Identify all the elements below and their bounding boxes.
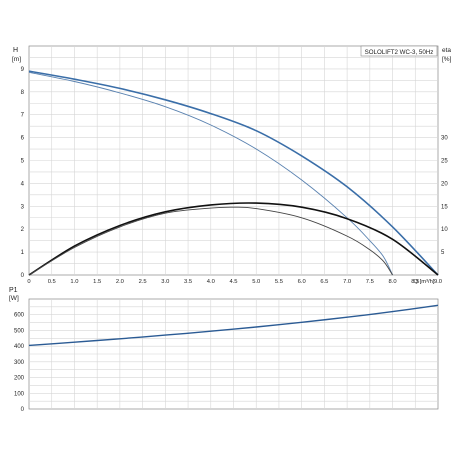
bottom-y-tick-label: 300: [14, 360, 25, 366]
y-right-tick-label: 20: [441, 181, 448, 187]
x-tick-label: 5.5: [275, 279, 283, 285]
y-left-tick-label: 9: [21, 67, 25, 73]
left-axis-unit: [m]: [12, 56, 21, 63]
top-chart-grid: [28, 45, 439, 276]
bottom-y-tick-label: 400: [14, 344, 25, 350]
x-tick-label: 1.0: [70, 279, 78, 285]
x-tick-label: Q [m³/h]: [414, 279, 435, 285]
axis-tick-labels: 0 0.5 1.0 1.5 2.0 2.5 3.0 3.5 4.0 4.5 5.0 5.5 6.0 6.5…: [14, 67, 448, 413]
x-tick-label: 2.0: [116, 279, 124, 285]
x-tick-label: 3.0: [161, 279, 169, 285]
x-tick-label: 7.5: [366, 279, 374, 285]
y-left-tick-label: 6: [21, 136, 25, 142]
x-tick-label: 4.5: [229, 279, 237, 285]
x-tick-label: 2.5: [139, 279, 147, 285]
y-right-tick-label: 25: [441, 159, 448, 165]
x-tick-label: 4.0: [207, 279, 215, 285]
bottom-y-tick-label: 600: [14, 313, 25, 319]
y-left-tick-label: 3: [21, 204, 25, 210]
y-right-tick-label: 30: [441, 136, 448, 142]
top-chart-curves: [28, 70, 439, 276]
bottom-left-axis-unit: [W]: [9, 295, 19, 302]
series-line-2: [28, 202, 439, 276]
x-tick-label: 8.0: [389, 279, 397, 285]
bottom-left-axis-name: P1: [9, 287, 18, 294]
right-axis-name: eta: [442, 47, 451, 54]
x-tick-label: 0: [27, 279, 30, 285]
chart-title: SOLOLIFT2 WC-3, 50Hz: [365, 49, 434, 56]
x-tick-label: 1.5: [93, 279, 101, 285]
right-axis-unit: [%]: [442, 56, 452, 63]
y-left-tick-label: 7: [21, 113, 25, 119]
y-right-tick-label: 5: [441, 250, 445, 256]
left-axis-name: H: [13, 47, 18, 54]
x-tick-label: 6.5: [320, 279, 328, 285]
x-tick-label: 7.0: [343, 279, 351, 285]
bottom-y-tick-label: 500: [14, 328, 25, 334]
bottom-y-tick-label: 0: [21, 407, 25, 413]
x-tick-label: 5.0: [252, 279, 260, 285]
x-tick-label: 0.5: [48, 279, 56, 285]
title-box: SOLOLIFT2 WC-3, 50Hz: [360, 45, 438, 57]
y-left-tick-label: 2: [21, 227, 25, 233]
bottom-y-tick-label: 100: [14, 391, 25, 397]
y-left-tick-label: 5: [21, 159, 25, 165]
x-tick-label: 8.5: [411, 279, 419, 285]
series-line-power-0: [28, 304, 439, 347]
series-line-0: [28, 70, 439, 276]
y-right-tick-label: 15: [441, 204, 448, 210]
bottom-chart-grid: [28, 298, 439, 410]
series-line-1: [28, 71, 394, 276]
series-line-3: [28, 206, 393, 276]
x-tick-label: 3.5: [184, 279, 192, 285]
y-left-tick-label: 0: [21, 273, 25, 279]
bottom-chart-curves: [28, 304, 439, 347]
x-tick-label: 9.0: [434, 279, 442, 285]
y-left-tick-label: 1: [21, 250, 25, 256]
y-left-tick-label: 4: [21, 181, 25, 187]
x-tick-label: 6.0: [298, 279, 306, 285]
y-left-tick-label: 8: [21, 90, 25, 96]
y-right-tick-label: 10: [441, 227, 448, 233]
bottom-y-tick-label: 200: [14, 376, 25, 382]
